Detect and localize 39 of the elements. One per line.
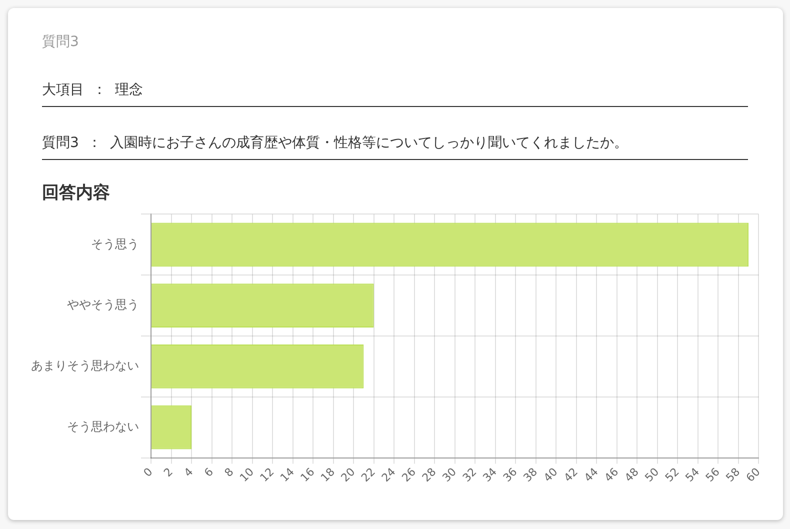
x-tick-label: 0 bbox=[141, 465, 156, 480]
y-tick-label: あまりそう思わない bbox=[31, 358, 139, 373]
y-tick-label: ややそう思う bbox=[67, 298, 139, 312]
x-tick-label: 50 bbox=[642, 465, 662, 484]
x-tick-label: 56 bbox=[703, 465, 722, 484]
x-tick-label: 60 bbox=[744, 465, 763, 484]
x-tick-label: 42 bbox=[561, 465, 581, 484]
x-tick-label: 8 bbox=[222, 465, 236, 480]
y-tick-label: そう思う bbox=[91, 236, 139, 251]
x-tick-label: 4 bbox=[182, 465, 196, 480]
x-tick-label: 18 bbox=[318, 465, 338, 484]
x-tick-label: 30 bbox=[440, 465, 459, 484]
x-tick-label: 24 bbox=[379, 465, 398, 484]
y-tick-label: そう思わない bbox=[67, 419, 139, 434]
x-tick-label: 14 bbox=[278, 465, 297, 484]
x-tick-label: 6 bbox=[202, 465, 216, 480]
x-tick-label: 46 bbox=[602, 465, 622, 484]
x-tick-label: 26 bbox=[399, 465, 418, 484]
x-tick-label: 16 bbox=[298, 465, 318, 484]
text: 質問3 ： 入園時にお子さんの成育歴や体質・性格等についてしっかり聞いてくれましたか。 bbox=[42, 134, 748, 160]
x-tick-label: 20 bbox=[338, 465, 358, 484]
x-tick-label: 48 bbox=[622, 465, 642, 484]
x-tick-label: 58 bbox=[723, 465, 743, 484]
x-tick-label: 36 bbox=[500, 465, 520, 484]
x-tick-label: 40 bbox=[541, 465, 560, 484]
x-tick-label: 32 bbox=[460, 465, 480, 484]
x-tick-label: 44 bbox=[582, 465, 601, 484]
x-tick-label: 28 bbox=[420, 465, 439, 484]
x-tick-label: 10 bbox=[237, 465, 256, 484]
x-tick-label: 38 bbox=[520, 465, 540, 484]
x-tick-label: 22 bbox=[358, 465, 378, 484]
x-tick-label: 12 bbox=[258, 465, 277, 484]
chart-title: 質問3 bbox=[42, 33, 79, 51]
x-tick-label: 52 bbox=[662, 465, 682, 484]
text: 大項目 ： 理念 bbox=[42, 81, 748, 107]
x-tick-label: 2 bbox=[161, 465, 176, 480]
x-tick-label: 34 bbox=[480, 465, 500, 484]
x-tick-label: 54 bbox=[682, 465, 702, 484]
text: 回答内容 bbox=[42, 182, 110, 204]
